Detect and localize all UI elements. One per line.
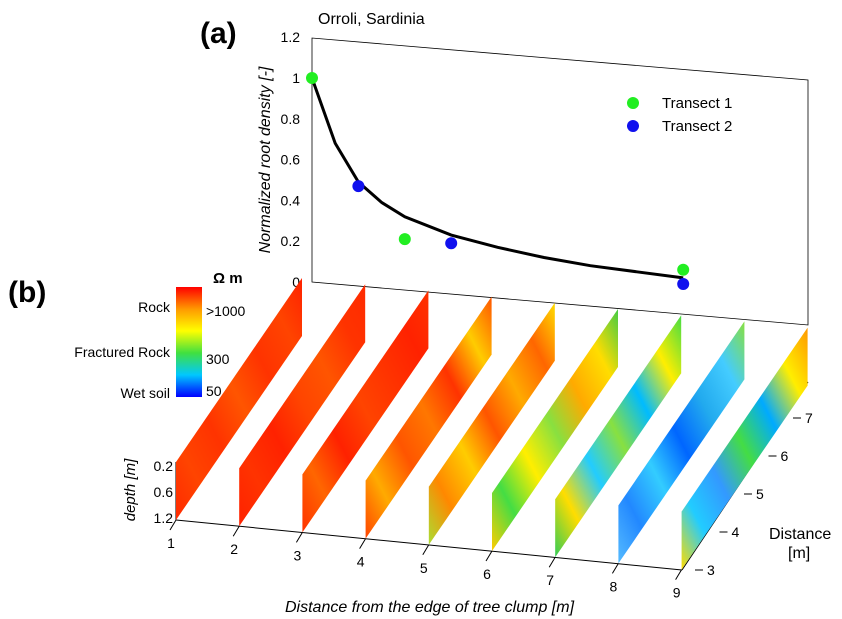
depth-axis-label: depth [m] (122, 458, 139, 521)
data-point (445, 237, 458, 250)
colorbar-value-low: 50 (206, 383, 222, 399)
y-tick-label: 0.4 (281, 192, 301, 208)
transect-slice (555, 315, 682, 558)
y-tick-label: 0.6 (281, 152, 301, 168)
data-point (306, 72, 318, 84)
x-tick-label: 8 (610, 578, 618, 594)
transect-slice (239, 284, 366, 527)
legend-marker (627, 97, 639, 109)
distance-tick-label: 5 (756, 486, 764, 502)
transect-slice (492, 309, 618, 551)
y-tick-label: 1 (292, 70, 300, 86)
transect-slice (428, 302, 555, 545)
data-point (677, 278, 690, 291)
x-tick (485, 550, 493, 562)
distance-tick-labels: 3 4 5 6 7 (695, 410, 813, 578)
transect-slice (176, 278, 302, 520)
fit-curve (310, 77, 684, 280)
y-tick-label: 0.8 (281, 111, 301, 127)
panel-b: Ω m >1000 300 50 Rock Fractured Rock Wet… (74, 270, 831, 616)
panel-label-a: (a) (200, 17, 237, 50)
x-tick (232, 525, 240, 537)
x-tick-label: 9 (673, 585, 681, 601)
depth-tick-label: 0.6 (154, 484, 174, 500)
data-point (398, 233, 411, 246)
depth-tick-label: 0.2 (154, 458, 174, 474)
panel-a: Orroli, Sardinia Normalized root density… (257, 11, 809, 326)
colorbar (176, 287, 202, 397)
y-tick-labels: 0 0.2 0.4 0.6 0.8 1 1.2 (281, 29, 301, 290)
x-tick-label: 6 (483, 566, 491, 582)
x-tick-labels: 1 2 3 4 5 6 7 8 9 (167, 519, 683, 601)
colorbar-label-wet-soil: Wet soil (120, 385, 170, 401)
panel-a-frame (311, 37, 809, 326)
x-tick-label: 3 (294, 547, 302, 563)
x-tick (422, 544, 430, 556)
y-tick-label: 1.2 (281, 29, 301, 45)
x-tick (359, 538, 367, 549)
colorbar-unit: Ω m (213, 270, 243, 287)
transect-slice (302, 290, 429, 533)
x-axis-label: Distance from the edge of tree clump [m] (285, 599, 575, 616)
colorbar-value-mid: 300 (206, 351, 230, 367)
colorbar-value-high: >1000 (206, 303, 246, 319)
distance-tick-label: 4 (732, 524, 740, 540)
distance-tick-label: 7 (805, 410, 813, 426)
colorbar-label-rock: Rock (138, 299, 171, 315)
x-tick (169, 519, 177, 531)
panel-label-b: (b) (8, 276, 46, 309)
x-tick (675, 569, 683, 580)
y-tick-label: 0 (292, 274, 300, 290)
data-point (677, 263, 690, 276)
distance-axis-label: Distance (769, 526, 831, 543)
distance-axis-unit: [m] (788, 545, 810, 562)
x-tick (611, 563, 619, 574)
transect-slice (365, 296, 492, 539)
x-tick-label: 5 (420, 560, 428, 576)
legend-marker (627, 120, 639, 132)
x-tick-label: 1 (167, 535, 175, 551)
colorbar-label-fractured-rock: Fractured Rock (74, 344, 171, 360)
legend-label: Transect 2 (662, 118, 732, 135)
transect-slice (681, 327, 808, 570)
x-tick-label: 4 (357, 554, 365, 570)
transect-slice (618, 321, 745, 564)
legend: Transect 1 Transect 2 (627, 95, 732, 135)
transect-slices (176, 278, 808, 570)
x-tick-label: 7 (546, 572, 554, 588)
y-axis-label: Normalized root density [-] (257, 66, 274, 253)
legend-label: Transect 1 (662, 95, 732, 112)
x-tick-label: 2 (230, 541, 238, 557)
data-point (352, 180, 365, 193)
y-tick-label: 0.2 (281, 233, 301, 249)
depth-tick-label: 1.2 (154, 510, 174, 526)
chart-title: Orroli, Sardinia (318, 11, 425, 28)
x-tick (548, 556, 556, 568)
x-tick (295, 532, 303, 543)
data-points (306, 72, 690, 291)
distance-tick-label: 6 (781, 448, 789, 464)
distance-tick-label: 3 (707, 562, 715, 578)
